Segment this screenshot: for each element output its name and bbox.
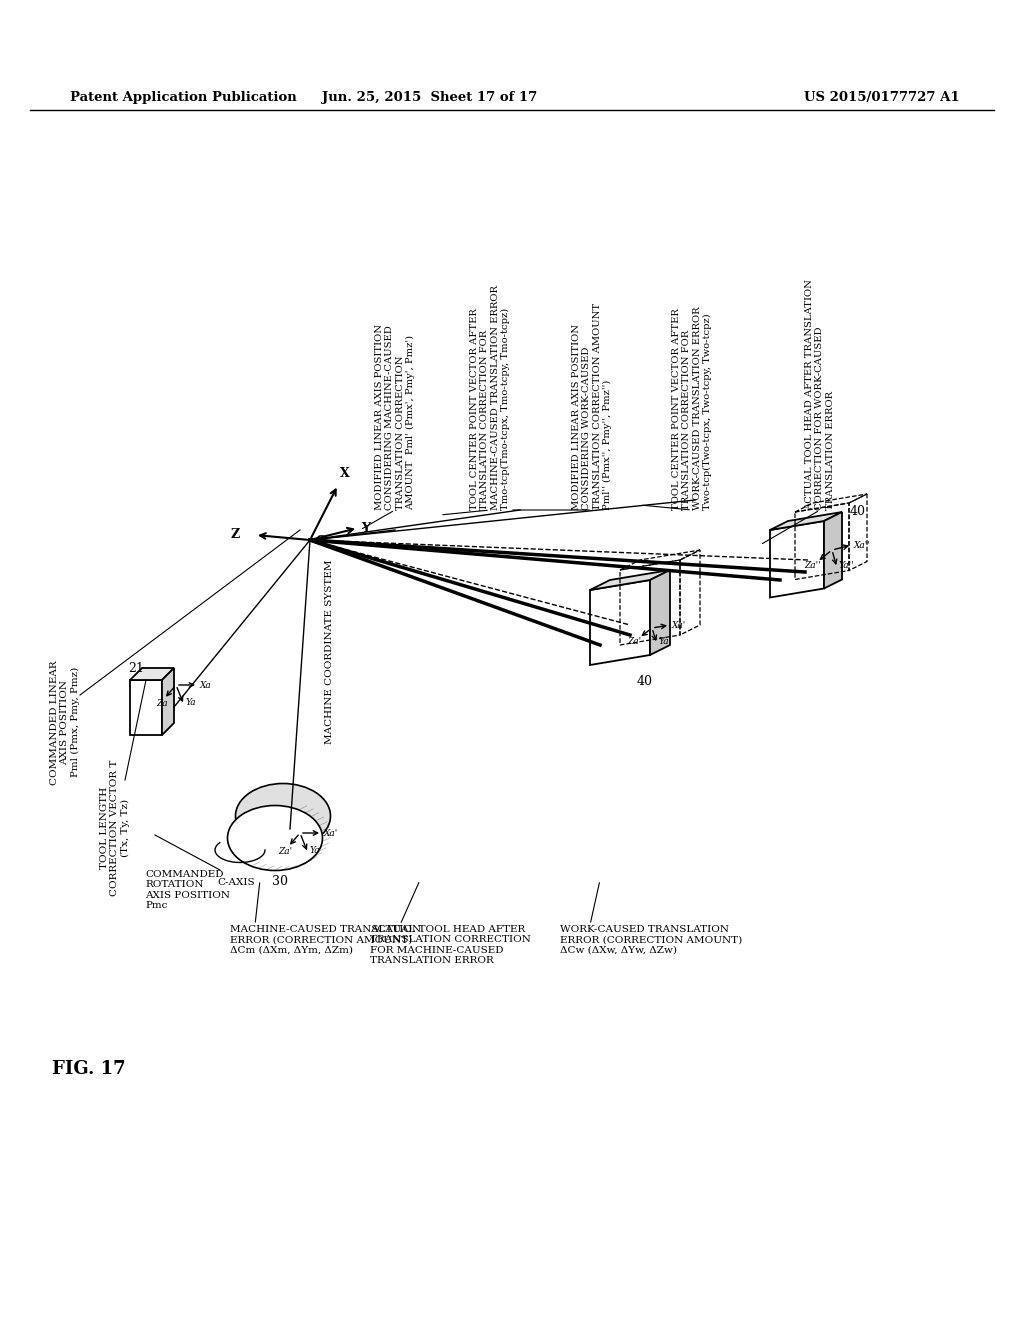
Polygon shape — [770, 512, 842, 531]
Text: COMMANDED
ROTATION
AXIS POSITION
Pmc: COMMANDED ROTATION AXIS POSITION Pmc — [145, 870, 230, 911]
Text: Ya'': Ya'' — [839, 561, 855, 570]
Text: Za': Za' — [278, 846, 292, 855]
Text: C-AXIS: C-AXIS — [217, 878, 255, 887]
Text: 30: 30 — [272, 875, 288, 888]
Text: Za: Za — [156, 698, 168, 708]
Text: TOOL CENTER POINT VECTOR AFTER
TRANSLATION CORRECTION FOR
WORK-CAUSED TRANSLATIO: TOOL CENTER POINT VECTOR AFTER TRANSLATI… — [672, 306, 712, 510]
Text: X: X — [340, 467, 350, 480]
Text: 40: 40 — [850, 506, 866, 517]
Text: Z: Z — [230, 528, 240, 541]
Text: US 2015/0177727 A1: US 2015/0177727 A1 — [805, 91, 961, 103]
Text: TOOL CENTER POINT VECTOR AFTER
TRANSLATION CORRECTION FOR
MACHINE-CAUSED TRANSLA: TOOL CENTER POINT VECTOR AFTER TRANSLATI… — [470, 285, 510, 510]
Text: TOOL LENGTH
CORRECTION VECTOR T
(Tx, Ty, Tz): TOOL LENGTH CORRECTION VECTOR T (Tx, Ty,… — [100, 760, 130, 896]
Text: Xa'': Xa'' — [854, 540, 870, 549]
Text: MODIFIED LINEAR AXIS POSITION
CONSIDERING MACHINE-CAUSED
TRANSLATION CORRECTION
: MODIFIED LINEAR AXIS POSITION CONSIDERIN… — [375, 323, 415, 510]
Text: Ya': Ya' — [310, 846, 324, 855]
Text: MACHINE COORDINATE SYSTEM: MACHINE COORDINATE SYSTEM — [325, 560, 334, 744]
Text: ACTUAL TOOL HEAD AFTER TRANSLATION
CORRECTION FOR WORK-CAUSED
TRANSLATION ERROR: ACTUAL TOOL HEAD AFTER TRANSLATION CORRE… — [805, 279, 835, 510]
Text: O: O — [315, 535, 326, 548]
Text: MACHINE-CAUSED TRANSLATION
ERROR (CORRECTION AMOUNT)
ΔCm (ΔXm, ΔYm, ΔZm): MACHINE-CAUSED TRANSLATION ERROR (CORREC… — [230, 925, 421, 954]
Text: Xa: Xa — [200, 681, 212, 689]
Polygon shape — [590, 579, 650, 665]
Text: Ya: Ya — [186, 698, 197, 708]
Polygon shape — [130, 668, 174, 680]
Ellipse shape — [236, 784, 331, 849]
Text: Za'': Za'' — [804, 561, 820, 569]
Text: FIG. 17: FIG. 17 — [52, 1060, 126, 1078]
Text: MODIFIED LINEAR AXIS POSITION
CONSIDERING WORK-CAUSED
TRANSLATION CORRECTION AMO: MODIFIED LINEAR AXIS POSITION CONSIDERIN… — [571, 302, 612, 510]
Text: 40: 40 — [637, 675, 653, 688]
Polygon shape — [590, 570, 670, 590]
Text: Xa': Xa' — [672, 620, 686, 630]
Text: Patent Application Publication: Patent Application Publication — [70, 91, 297, 103]
Text: Za': Za' — [627, 636, 641, 645]
Polygon shape — [162, 668, 174, 735]
Text: COMMANDED LINEAR
AXIS POSITION
Pml (Pmx, Pmy, Pmz): COMMANDED LINEAR AXIS POSITION Pml (Pmx,… — [50, 660, 80, 784]
Text: ACTUAL TOOL HEAD AFTER
TRANSLATION CORRECTION
FOR MACHINE-CAUSED
TRANSLATION ERR: ACTUAL TOOL HEAD AFTER TRANSLATION CORRE… — [370, 925, 530, 965]
Text: Y: Y — [361, 521, 370, 535]
Polygon shape — [650, 570, 670, 655]
Text: 21: 21 — [128, 663, 144, 675]
Ellipse shape — [227, 805, 323, 870]
Text: Ya': Ya' — [659, 638, 672, 645]
Text: Jun. 25, 2015  Sheet 17 of 17: Jun. 25, 2015 Sheet 17 of 17 — [323, 91, 538, 103]
Text: WORK-CAUSED TRANSLATION
ERROR (CORRECTION AMOUNT)
ΔCw (ΔXw, ΔYw, ΔZw): WORK-CAUSED TRANSLATION ERROR (CORRECTIO… — [560, 925, 742, 954]
Polygon shape — [130, 680, 162, 735]
Polygon shape — [770, 521, 824, 598]
Polygon shape — [824, 512, 842, 589]
Text: Xa': Xa' — [324, 829, 338, 837]
